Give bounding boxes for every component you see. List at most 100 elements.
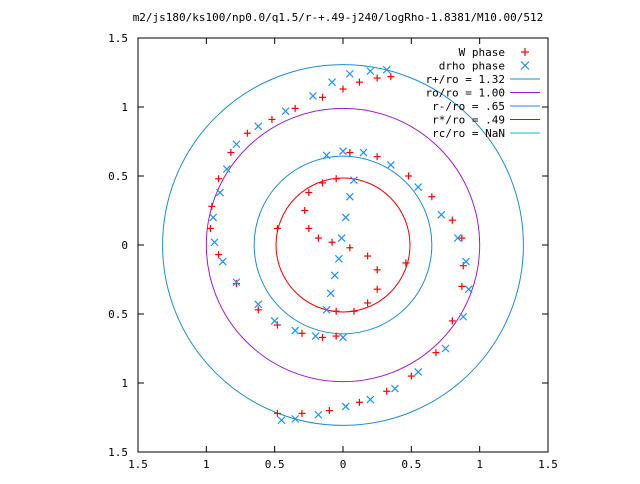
legend-label: ro/ro = 1.00 bbox=[426, 87, 505, 100]
drho-phase-point bbox=[270, 316, 279, 325]
drho-phase-point bbox=[281, 107, 290, 116]
legend-marker bbox=[520, 61, 530, 70]
drho-phase-point bbox=[232, 140, 241, 149]
drho-phase-point bbox=[437, 210, 446, 219]
drho-phase-point bbox=[366, 67, 375, 76]
drho-phase-point bbox=[453, 234, 462, 243]
w-phase-point bbox=[364, 252, 372, 260]
circle-r-ring bbox=[162, 64, 524, 426]
w-phase-point bbox=[268, 115, 276, 123]
w-phase-point bbox=[298, 409, 306, 417]
drho-phase-point bbox=[216, 188, 224, 197]
drho-phase-point bbox=[311, 332, 320, 341]
drho-phase-point bbox=[328, 78, 336, 87]
drho-phase-point bbox=[291, 326, 300, 335]
x-tick-label: 1.5 bbox=[128, 458, 148, 471]
w-phase-point bbox=[273, 321, 281, 329]
w-phase-point bbox=[273, 224, 281, 232]
w-phase-point bbox=[350, 307, 358, 315]
w-phase-point bbox=[459, 262, 467, 270]
drho-phase-point bbox=[334, 254, 343, 263]
drho-phase-point bbox=[345, 192, 354, 201]
w-phase-point bbox=[355, 398, 363, 406]
drho-phase-point bbox=[254, 122, 263, 131]
w-phase-point bbox=[314, 234, 322, 242]
w-phase-point bbox=[319, 93, 326, 101]
w-phase-point bbox=[432, 349, 440, 357]
x-tick-label: 1 bbox=[476, 458, 483, 471]
w-phase-point bbox=[407, 372, 415, 380]
w-phase-point bbox=[298, 329, 306, 337]
w-phase-point bbox=[319, 179, 326, 187]
chart-title: m2/js180/ks100/np0.0/q1.5/r-+.49-j240/lo… bbox=[133, 11, 544, 24]
drho-phase-point bbox=[309, 92, 317, 100]
w-phase-point bbox=[373, 266, 381, 274]
drho-phase-point bbox=[218, 257, 227, 266]
drho-phase-point bbox=[391, 384, 399, 393]
w-phase-point bbox=[206, 224, 214, 232]
w-phase-point bbox=[215, 175, 223, 183]
legend-label: rc/ro = NaN bbox=[432, 127, 505, 140]
drho-phase-point bbox=[254, 300, 263, 309]
x-tick-label: 1 bbox=[203, 458, 210, 471]
w-phase-point bbox=[405, 172, 413, 180]
drho-phase-point bbox=[441, 344, 450, 353]
w-phase-point bbox=[332, 307, 340, 315]
w-phase-point bbox=[373, 74, 381, 82]
drho-phase-point bbox=[277, 416, 286, 425]
drho-phase-point bbox=[414, 183, 423, 191]
w-phase-point bbox=[448, 216, 456, 224]
drho-phase-point bbox=[339, 333, 347, 342]
y-tick-label: 1.5 bbox=[108, 446, 128, 459]
x-tick-label: 0.5 bbox=[265, 458, 285, 471]
drho-phase-point bbox=[326, 289, 335, 298]
w-phase-point bbox=[273, 409, 281, 417]
w-phase-point bbox=[332, 332, 340, 340]
w-phase-point bbox=[383, 387, 391, 395]
w-phase-point bbox=[332, 175, 340, 183]
drho-phase-point bbox=[414, 368, 423, 376]
w-phase-point bbox=[232, 280, 240, 288]
legend-label: r-/ro = .65 bbox=[432, 100, 505, 113]
w-phase-point bbox=[301, 207, 309, 214]
drho-phase-point bbox=[366, 395, 375, 404]
x-tick-label: 0.5 bbox=[401, 458, 421, 471]
w-phase-point bbox=[346, 149, 354, 157]
axes bbox=[137, 37, 549, 453]
w-phase-point bbox=[227, 149, 235, 157]
legend-marker bbox=[521, 48, 529, 56]
w-phase-point bbox=[291, 104, 299, 112]
y-tick-label: 0.5 bbox=[108, 170, 128, 183]
w-phase-point bbox=[325, 407, 333, 415]
drho-phase-point bbox=[359, 148, 368, 157]
drho-phase-point bbox=[341, 213, 350, 222]
w-phase-point bbox=[243, 129, 251, 137]
circle-ro-ring bbox=[205, 107, 481, 383]
legend-label: W phase bbox=[459, 46, 505, 59]
drho-phase-point bbox=[345, 69, 354, 78]
w-phase-point bbox=[428, 193, 436, 201]
w-phase-point bbox=[458, 282, 466, 290]
drho-phase-point bbox=[232, 278, 241, 287]
w-phase-point bbox=[346, 244, 354, 252]
w-phase-point bbox=[254, 306, 262, 314]
w-phase-point bbox=[402, 259, 410, 267]
drho-phase-point bbox=[339, 147, 347, 156]
w-phase-point bbox=[208, 202, 216, 210]
drho-phase-point bbox=[330, 271, 339, 280]
y-tick-label: 1.5 bbox=[108, 32, 128, 45]
circle-r-ring bbox=[253, 155, 433, 335]
w-phase-point bbox=[364, 299, 372, 307]
drho-phase-point bbox=[462, 257, 470, 266]
w-phase-point bbox=[448, 317, 456, 325]
drho-phase-point bbox=[210, 238, 219, 247]
w-phase-point bbox=[305, 189, 313, 197]
w-phase-point bbox=[458, 234, 466, 242]
drho-phase-point bbox=[222, 165, 231, 174]
reference-circles bbox=[162, 64, 524, 426]
drho-phase-point bbox=[291, 414, 300, 423]
w-phase-point bbox=[355, 78, 363, 86]
